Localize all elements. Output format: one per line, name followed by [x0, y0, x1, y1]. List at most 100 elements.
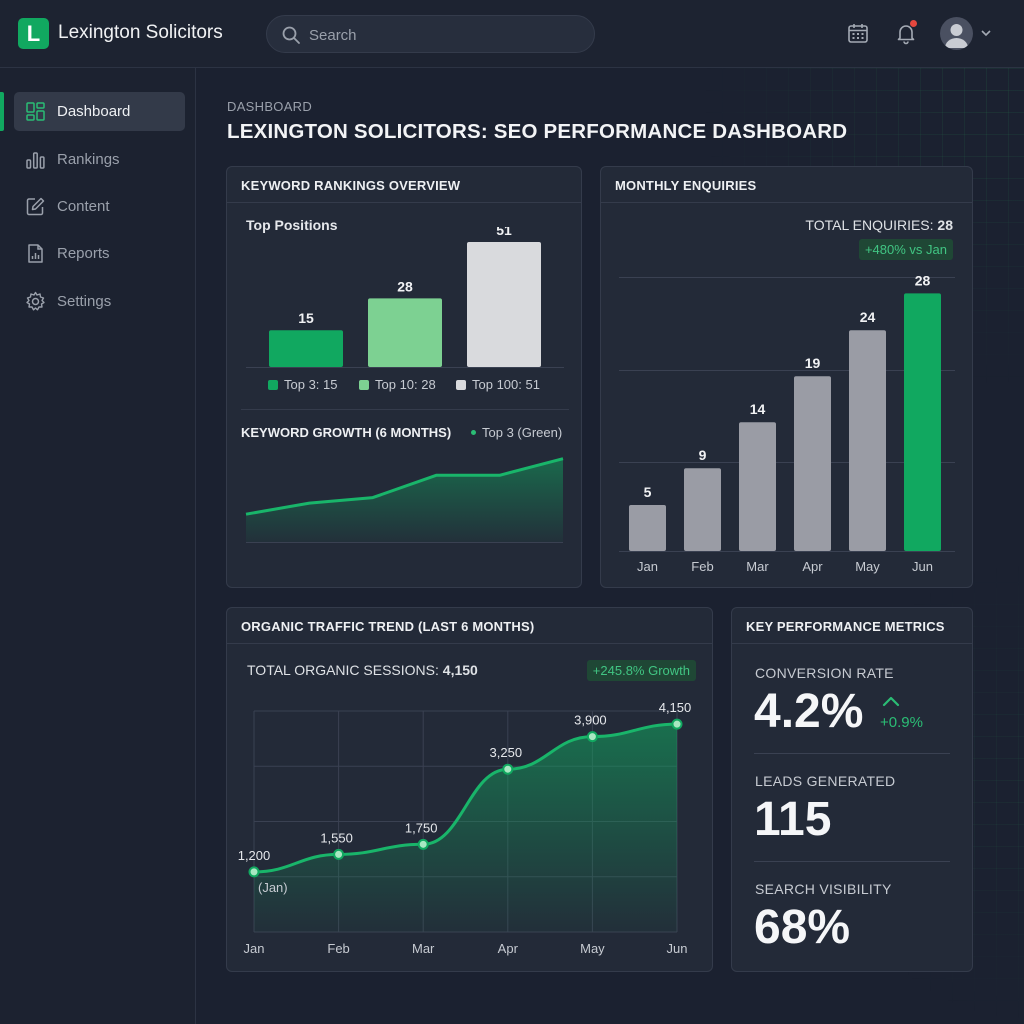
- legend-label: Top 10: 28: [375, 377, 436, 392]
- chart-subtitle: Top Positions: [246, 217, 338, 233]
- bar-top-10: [368, 298, 442, 367]
- edit-icon: [26, 197, 45, 216]
- first-point-note: (Jan): [258, 880, 288, 895]
- x-tick-label: Jun: [667, 941, 688, 956]
- bell-icon[interactable]: [894, 21, 918, 45]
- legend-swatch: [456, 380, 466, 390]
- search-input[interactable]: [309, 24, 579, 46]
- sidebar-item-label: Reports: [57, 245, 110, 262]
- legend-item-top3: Top 3: 15: [268, 377, 338, 392]
- gear-icon: [26, 291, 45, 311]
- legend-swatch: [268, 380, 278, 390]
- data-label: 28: [915, 272, 931, 288]
- page-title: LEXINGTON SOLICITORS: SEO PERFORMANCE DA…: [227, 120, 848, 143]
- bar-mar: [739, 422, 776, 551]
- data-label: 1,550: [320, 830, 353, 845]
- card-header: MONTHLY ENQUIRIES: [601, 167, 972, 203]
- sidebar: [0, 68, 196, 1024]
- bar-may: [849, 330, 886, 551]
- total-sessions-value: 4,150: [442, 662, 478, 678]
- sidebar-item-dashboard[interactable]: Dashboard: [14, 92, 185, 131]
- data-point: [586, 731, 598, 743]
- x-tick-label: Mar: [412, 941, 435, 956]
- bar-chart-icon: [26, 152, 45, 169]
- sidebar-item-settings[interactable]: Settings: [14, 282, 185, 321]
- calendar-icon[interactable]: [846, 21, 870, 45]
- data-point: [417, 838, 429, 850]
- data-label: 3,900: [574, 713, 607, 728]
- leads-generated-label: LEADS GENERATED: [755, 773, 896, 789]
- legend-swatch: [359, 380, 369, 390]
- legend-label: Top 3 (Green): [482, 425, 563, 440]
- data-label: 15: [298, 310, 314, 326]
- sidebar-item-label: Content: [57, 198, 110, 215]
- growth-line: [245, 457, 564, 516]
- card-header: ORGANIC TRAFFIC TREND (LAST 6 MONTHS): [227, 608, 712, 644]
- app-title[interactable]: Lexington Solicitors: [58, 22, 223, 43]
- card-header: KEYWORD RANKINGS OVERVIEW: [227, 167, 581, 203]
- legend-label: Top 100: 51: [472, 377, 540, 392]
- sidebar-item-reports[interactable]: Reports: [14, 234, 185, 273]
- keyword-growth-title: KEYWORD GROWTH (6 MONTHS): [241, 425, 452, 440]
- card-title: ORGANIC TRAFFIC TREND (LAST 6 MONTHS): [241, 619, 535, 634]
- conversion-rate-value: 4.2%: [754, 685, 864, 738]
- growth-area: [246, 458, 563, 542]
- divider: [754, 753, 950, 754]
- report-icon: [28, 244, 43, 263]
- bar-jun: [904, 293, 941, 551]
- monthly-enquiries-chart: 5 Jan 9 Feb 14 Mar 19 Apr 24 May 28 Jun: [619, 272, 955, 574]
- search-visibility-label: SEARCH VISIBILITY: [755, 881, 892, 897]
- card-title: KEYWORD RANKINGS OVERVIEW: [241, 178, 461, 193]
- bar-jan: [629, 505, 666, 551]
- legend-item-top10: Top 10: 28: [359, 377, 436, 392]
- x-tick-label: Feb: [327, 941, 349, 956]
- card-title: MONTHLY ENQUIRIES: [615, 178, 757, 193]
- x-tick-label: May: [580, 941, 605, 956]
- user-icon: [945, 24, 968, 48]
- legend-item-top100: Top 100: 51: [456, 377, 540, 392]
- dashboard-icon: [26, 102, 45, 121]
- total-sessions: TOTAL ORGANIC SESSIONS: 4,150: [247, 662, 478, 678]
- organic-traffic-card: ORGANIC TRAFFIC TREND (LAST 6 MONTHS) TO…: [226, 607, 713, 972]
- data-label: 24: [860, 309, 876, 325]
- key-metrics-card: KEY PERFORMANCE METRICS CONVERSION RATE …: [731, 607, 973, 972]
- legend-dot: [471, 430, 476, 435]
- active-indicator: [0, 92, 4, 131]
- sidebar-item-label: Settings: [57, 293, 112, 310]
- total-enquiries: TOTAL ENQUIRIES: 28: [805, 217, 953, 233]
- x-tick-label: Mar: [746, 559, 769, 574]
- conversion-rate-delta: +0.9%: [880, 714, 923, 731]
- monthly-enquiries-card: MONTHLY ENQUIRIES TOTAL ENQUIRIES: 28 +4…: [600, 166, 973, 588]
- traffic-area: [254, 724, 677, 932]
- sidebar-item-content[interactable]: Content: [14, 187, 185, 226]
- organic-traffic-chart: 1,200 Jan 1,550 Feb 1,750 Mar 3,250 Apr 3,900 May…: [238, 700, 692, 956]
- bar-apr: [794, 376, 831, 551]
- avatar[interactable]: [940, 17, 973, 50]
- search-box[interactable]: [266, 15, 595, 53]
- data-label: 4,150: [659, 700, 692, 715]
- divider: [241, 409, 569, 410]
- data-label: 5: [644, 484, 652, 500]
- data-label: 19: [805, 355, 821, 371]
- conversion-rate-label: CONVERSION RATE: [755, 665, 894, 681]
- card-title: KEY PERFORMANCE METRICS: [746, 619, 945, 634]
- x-tick-label: Jun: [912, 559, 933, 574]
- total-enquiries-label: TOTAL ENQUIRIES:: [805, 217, 934, 233]
- bar-top-100: [467, 242, 541, 367]
- trend-up-icon: [882, 696, 900, 707]
- sidebar-item-rankings[interactable]: Rankings: [14, 140, 185, 179]
- card-header: KEY PERFORMANCE METRICS: [732, 608, 972, 644]
- total-enquiries-value: 28: [937, 217, 953, 233]
- bar-feb: [684, 468, 721, 551]
- x-tick-label: Feb: [691, 559, 713, 574]
- data-point: [333, 848, 345, 860]
- data-label: 1,200: [238, 848, 271, 863]
- app-logo[interactable]: L: [18, 18, 49, 49]
- legend-label: Top 3: 15: [284, 377, 338, 392]
- x-tick-label: Apr: [498, 941, 519, 956]
- keyword-rankings-card: KEYWORD RANKINGS OVERVIEW Top Positions …: [226, 166, 582, 588]
- bar-top-3: [269, 330, 343, 367]
- chevron-down-icon[interactable]: [979, 26, 993, 40]
- breadcrumb[interactable]: DASHBOARD: [227, 99, 313, 114]
- top-bar: L Lexington Solicitors: [0, 0, 1024, 68]
